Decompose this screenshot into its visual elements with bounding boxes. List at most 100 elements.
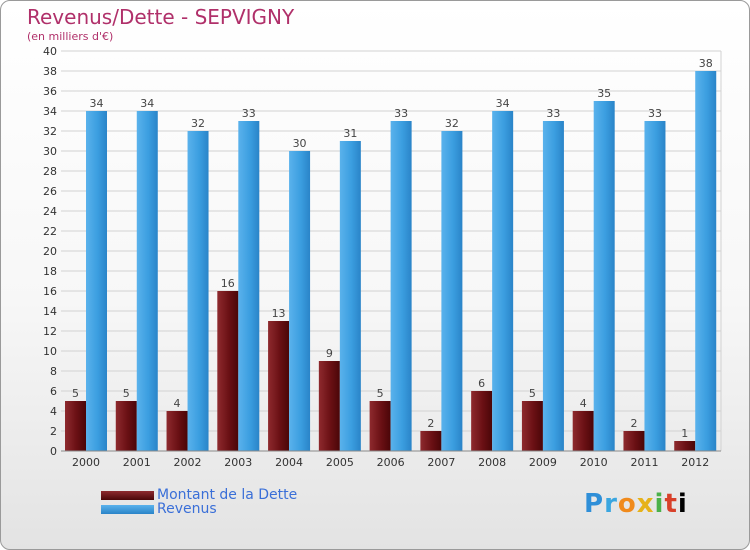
bar-revenus — [644, 121, 666, 451]
bar-revenus-value-label: 34 — [140, 97, 154, 110]
chart-subtitle: (en milliers d'€) — [27, 30, 114, 43]
y-tick-label: 10 — [43, 345, 57, 358]
bar-revenus-value-label: 31 — [343, 127, 357, 140]
bar-dette-value-label: 1 — [681, 427, 688, 440]
legend-label-revenus: Revenus — [157, 501, 217, 517]
bar-revenus — [289, 151, 311, 451]
x-tick-label: 2007 — [427, 456, 455, 469]
bar-dette-value-label: 5 — [123, 387, 130, 400]
x-tick-label: 2006 — [377, 456, 405, 469]
bar-revenus — [593, 101, 615, 451]
bar-revenus-value-label: 30 — [293, 137, 307, 150]
bar-dette — [318, 361, 340, 451]
bar-dette — [115, 401, 137, 451]
bar-revenus-value-label: 32 — [191, 117, 205, 130]
x-tick-label: 2008 — [478, 456, 506, 469]
y-tick-label: 0 — [50, 445, 57, 458]
x-tick-label: 2001 — [123, 456, 151, 469]
bar-dette — [623, 431, 645, 451]
x-tick-label: 2012 — [681, 456, 709, 469]
bar-revenus-value-label: 38 — [699, 57, 713, 70]
bar-dette — [65, 401, 86, 451]
y-tick-label: 14 — [43, 305, 57, 318]
y-tick-label: 36 — [43, 85, 57, 98]
bar-revenus — [390, 121, 412, 451]
legend-swatch-revenus — [101, 504, 154, 514]
bar-revenus-value-label: 33 — [648, 107, 662, 120]
bar-dette — [572, 411, 594, 451]
x-axis-ticks: 2000 2001 2002 2003 2004 2005 2006 2007 2008 2009… — [72, 456, 709, 469]
y-tick-label: 40 — [43, 45, 57, 58]
bar-revenus-value-label: 34 — [90, 97, 104, 110]
y-tick-label: 22 — [43, 225, 57, 238]
y-tick-label: 16 — [43, 285, 57, 298]
y-tick-label: 20 — [43, 245, 57, 258]
bar-revenus — [492, 111, 514, 451]
y-tick-label: 26 — [43, 185, 57, 198]
bar-dette-value-label: 5 — [529, 387, 536, 400]
legend-item-revenus: Revenus — [101, 501, 217, 517]
y-tick-label: 6 — [50, 385, 57, 398]
x-tick-label: 2009 — [529, 456, 557, 469]
chart-title: Revenus/Dette - SEPVIGNY — [27, 5, 295, 29]
bar-dette-value-label: 9 — [326, 347, 333, 360]
legend-label-dette: Montant de la Dette — [157, 487, 298, 503]
bar-dette-value-label: 2 — [427, 417, 434, 430]
y-tick-label: 4 — [50, 405, 57, 418]
bar-dette-value-label: 2 — [630, 417, 637, 430]
legend-swatch-dette — [101, 490, 154, 500]
bar-revenus-value-label: 34 — [496, 97, 510, 110]
x-tick-label: 2011 — [630, 456, 658, 469]
bar-dette — [268, 321, 290, 451]
bar-revenus — [441, 131, 463, 451]
y-tick-label: 34 — [43, 105, 57, 118]
bar-revenus-value-label: 33 — [546, 107, 560, 120]
bar-dette-value-label: 5 — [72, 387, 79, 400]
bar-dette — [471, 391, 493, 451]
x-tick-label: 2004 — [275, 456, 303, 469]
proxiti-logo: Proxiti — [584, 489, 688, 519]
bar-dette — [521, 401, 543, 451]
bar-dette-value-label: 4 — [580, 397, 587, 410]
bar-revenus — [542, 121, 564, 451]
y-tick-label: 2 — [50, 425, 57, 438]
bars: 5 34 5 34 4 32 16 33 13 30 9 31 5 33 2 32 6 34 5 33 4 35 2 33 1 3… — [65, 57, 717, 451]
bar-dette — [166, 411, 188, 451]
bar-dette — [369, 401, 391, 451]
y-tick-label: 24 — [43, 205, 57, 218]
bar-dette-value-label: 5 — [377, 387, 384, 400]
bar-revenus — [86, 111, 107, 451]
bar-dette-value-label: 13 — [272, 307, 286, 320]
bar-revenus — [187, 131, 209, 451]
bar-dette-value-label: 6 — [478, 377, 485, 390]
bar-revenus-value-label: 33 — [242, 107, 256, 120]
bar-revenus — [339, 141, 361, 451]
x-tick-label: 2010 — [580, 456, 608, 469]
x-tick-label: 2005 — [326, 456, 354, 469]
y-tick-label: 12 — [43, 325, 57, 338]
y-tick-label: 38 — [43, 65, 57, 78]
bar-dette-value-label: 16 — [221, 277, 235, 290]
y-tick-label: 18 — [43, 265, 57, 278]
bar-dette — [674, 441, 696, 451]
bar-revenus — [695, 71, 717, 451]
bar-dette-value-label: 4 — [174, 397, 181, 410]
bar-revenus-value-label: 33 — [394, 107, 408, 120]
y-tick-label: 32 — [43, 125, 57, 138]
bar-revenus-value-label: 32 — [445, 117, 459, 130]
x-tick-label: 2002 — [174, 456, 202, 469]
bar-revenus-value-label: 35 — [597, 87, 611, 100]
bar-revenus — [136, 111, 158, 451]
x-tick-label: 2003 — [224, 456, 252, 469]
y-tick-label: 30 — [43, 145, 57, 158]
x-tick-label: 2000 — [72, 456, 100, 469]
y-tick-label: 8 — [50, 365, 57, 378]
bar-dette — [217, 291, 239, 451]
bar-dette — [420, 431, 442, 451]
y-tick-label: 28 — [43, 165, 57, 178]
legend-item-dette: Montant de la Dette — [101, 487, 297, 503]
bar-revenus — [238, 121, 260, 451]
